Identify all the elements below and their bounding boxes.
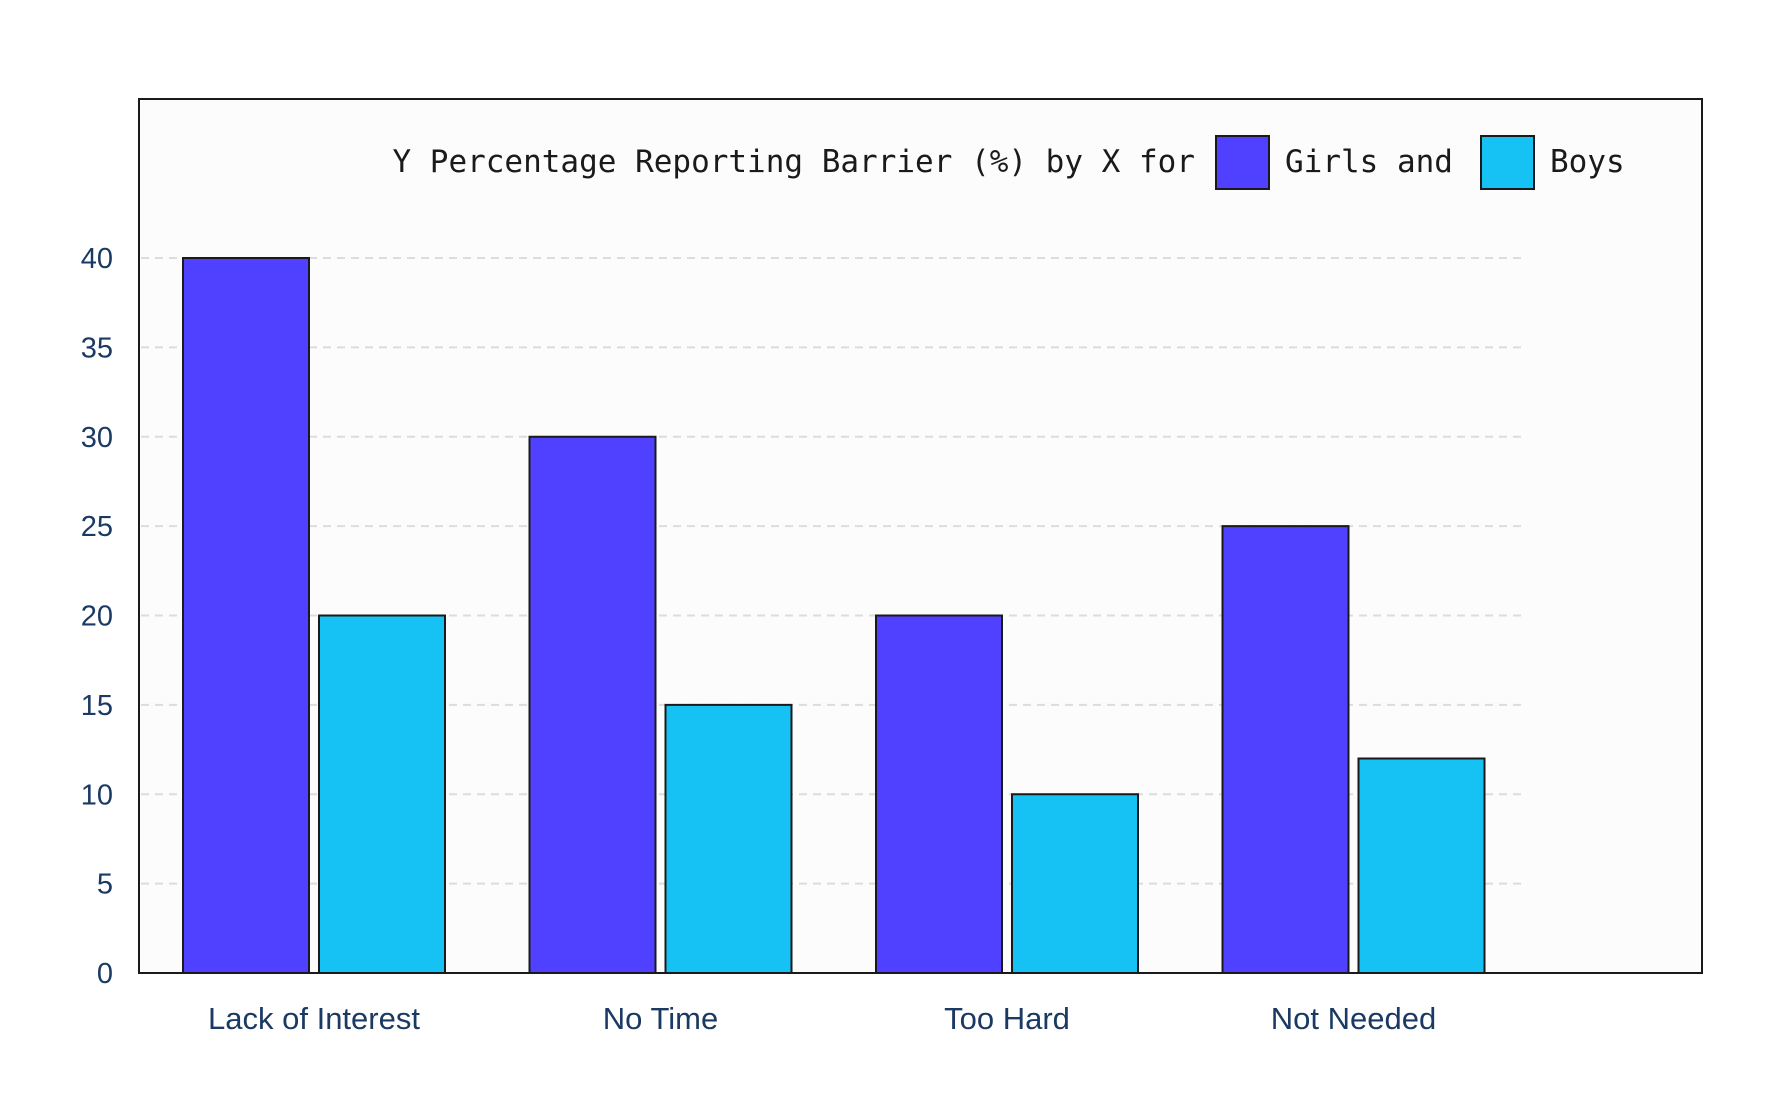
bar-lack-of-interest-boys: [318, 614, 446, 974]
bar-no-time-boys: [664, 703, 793, 974]
bar-lack-of-interest-girls-and: [182, 257, 310, 974]
bar-not-needed-girls-and: [1221, 525, 1350, 974]
bar-no-time-girls-and: [528, 435, 657, 974]
legend-label-girls: Girls and: [1285, 144, 1453, 180]
y-tick-label-40: 40: [81, 243, 113, 275]
bar-too-hard-girls-and: [875, 614, 1003, 974]
y-tick-label-0: 0: [97, 958, 113, 990]
y-tick-label-5: 5: [97, 869, 113, 901]
x-tick-label-not-needed: Not Needed: [1271, 1001, 1436, 1036]
y-tick-label-25: 25: [81, 511, 113, 543]
y-tick-label-15: 15: [81, 690, 113, 722]
legend-swatch-girls: [1215, 135, 1270, 190]
y-tick-label-10: 10: [81, 779, 113, 811]
y-axis-ticks: 0 5 10 15 20 25 30 35 40: [81, 243, 113, 990]
bar-too-hard-boys: [1011, 793, 1139, 974]
chart-title: Y Percentage Reporting Barrier (%) by X …: [392, 144, 1195, 180]
x-tick-label-too-hard: Too Hard: [944, 1001, 1070, 1036]
x-tick-label-lack-of-interest: Lack of Interest: [208, 1001, 420, 1036]
legend-swatch-boys: [1480, 135, 1535, 190]
bar-not-needed-boys: [1357, 757, 1486, 974]
bars: [182, 257, 1486, 974]
legend: Y Percentage Reporting Barrier (%) by X …: [392, 135, 1625, 190]
y-tick-label-35: 35: [81, 332, 113, 364]
y-tick-label-30: 30: [81, 422, 113, 454]
legend-label-boys: Boys: [1550, 144, 1625, 180]
x-axis-ticks: Lack of Interest No Time Too Hard Not Neede…: [208, 1001, 1436, 1036]
y-tick-label-20: 20: [81, 601, 113, 633]
x-tick-label-no-time: No Time: [603, 1001, 718, 1036]
